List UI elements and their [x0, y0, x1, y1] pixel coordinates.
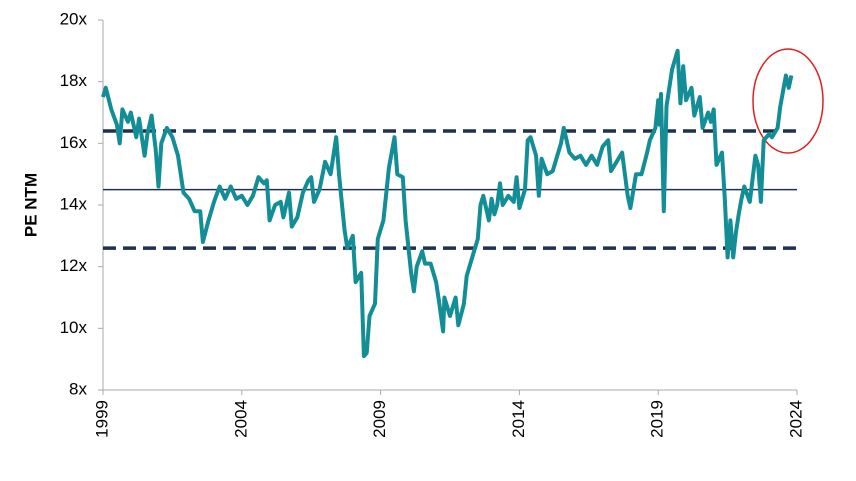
y-tick-label: 14x	[60, 194, 88, 213]
y-tick-label: 12x	[60, 256, 88, 275]
y-axis-label: PE NTM	[21, 173, 40, 237]
x-tick-label: 2024	[786, 400, 805, 438]
y-tick-label: 8x	[69, 379, 87, 398]
x-tick-label: 2009	[370, 400, 389, 438]
y-tick-label: 18x	[60, 71, 88, 90]
y-tick-label: 10x	[60, 318, 88, 337]
y-tick-label: 16x	[60, 133, 88, 152]
x-tick-label: 1999	[92, 400, 111, 438]
x-tick-label: 2004	[231, 400, 250, 438]
data-line	[101, 48, 794, 359]
highlight-ellipse	[752, 48, 824, 154]
x-tick-label: 2014	[509, 400, 528, 438]
y-tick-label: 20x	[60, 9, 88, 28]
x-tick-label: 2019	[648, 400, 667, 438]
